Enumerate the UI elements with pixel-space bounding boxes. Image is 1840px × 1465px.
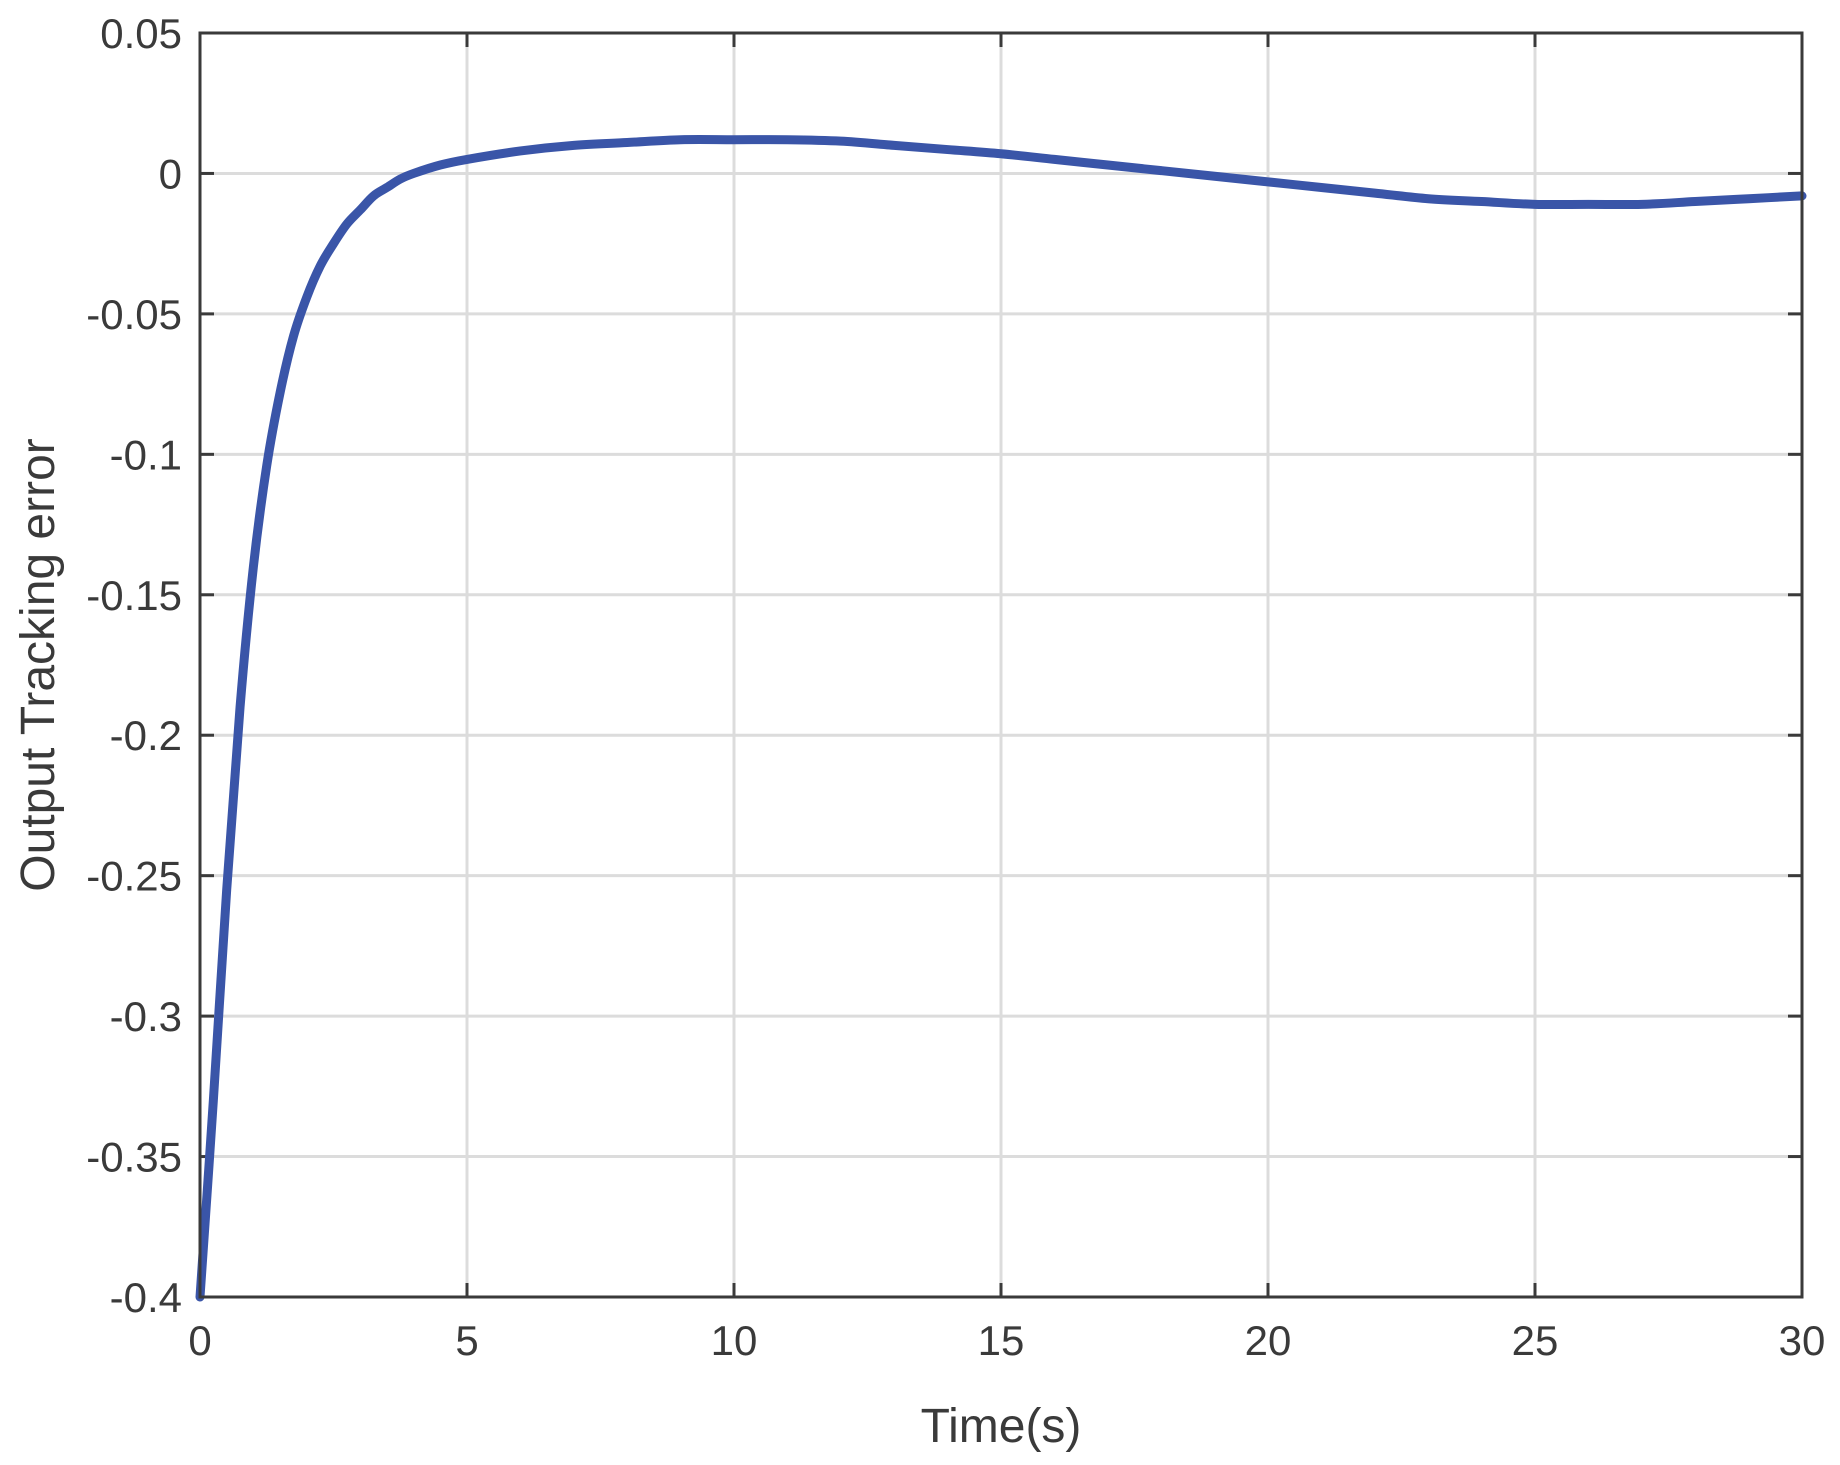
x-tick-labels: 0 5 10 15 20 25 30 — [188, 1317, 1825, 1364]
series-line — [195, 135, 1807, 1302]
y-tick-label: 0.05 — [100, 10, 182, 57]
y-tick-label: -0.35 — [86, 1134, 182, 1181]
x-tick-label: 0 — [188, 1317, 211, 1364]
y-tick-label: -0.15 — [86, 572, 182, 619]
y-tick-label: 0 — [159, 150, 182, 197]
x-tick-label: 10 — [711, 1317, 758, 1364]
y-tick-label: -0.4 — [110, 1274, 182, 1321]
x-axis-label: Time(s) — [921, 1400, 1082, 1453]
plot-frame — [198, 31, 1804, 1299]
y-tick-labels: 0.05 0 -0.05 -0.1 -0.15 -0.2 -0.25 -0.3 -0.35 -0.… — [86, 10, 182, 1321]
y-tick-label: -0.25 — [86, 853, 182, 900]
x-tick-label: 5 — [455, 1317, 478, 1364]
y-axis-label: Output Tracking error — [12, 438, 65, 892]
grid — [200, 33, 1802, 1297]
x-tick-label: 25 — [1512, 1317, 1559, 1364]
y-tick-label: -0.2 — [110, 712, 182, 759]
y-tick-label: -0.3 — [110, 993, 182, 1040]
y-tick-label: -0.05 — [86, 291, 182, 338]
x-tick-label: 15 — [978, 1317, 1025, 1364]
y-tick-label: -0.1 — [110, 431, 182, 478]
x-tick-label: 30 — [1779, 1317, 1826, 1364]
series-group — [195, 135, 1807, 1302]
x-tick-label: 20 — [1245, 1317, 1292, 1364]
